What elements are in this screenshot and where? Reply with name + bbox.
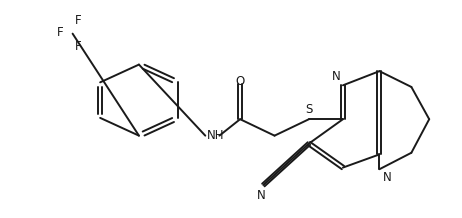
Text: S: S <box>305 103 313 116</box>
Text: N: N <box>383 171 391 184</box>
Text: N: N <box>257 189 266 202</box>
Text: N: N <box>332 70 341 83</box>
Text: O: O <box>236 75 245 88</box>
Text: NH: NH <box>207 129 225 142</box>
Text: F: F <box>74 39 81 53</box>
Text: F: F <box>57 26 64 39</box>
Text: F: F <box>74 14 81 27</box>
